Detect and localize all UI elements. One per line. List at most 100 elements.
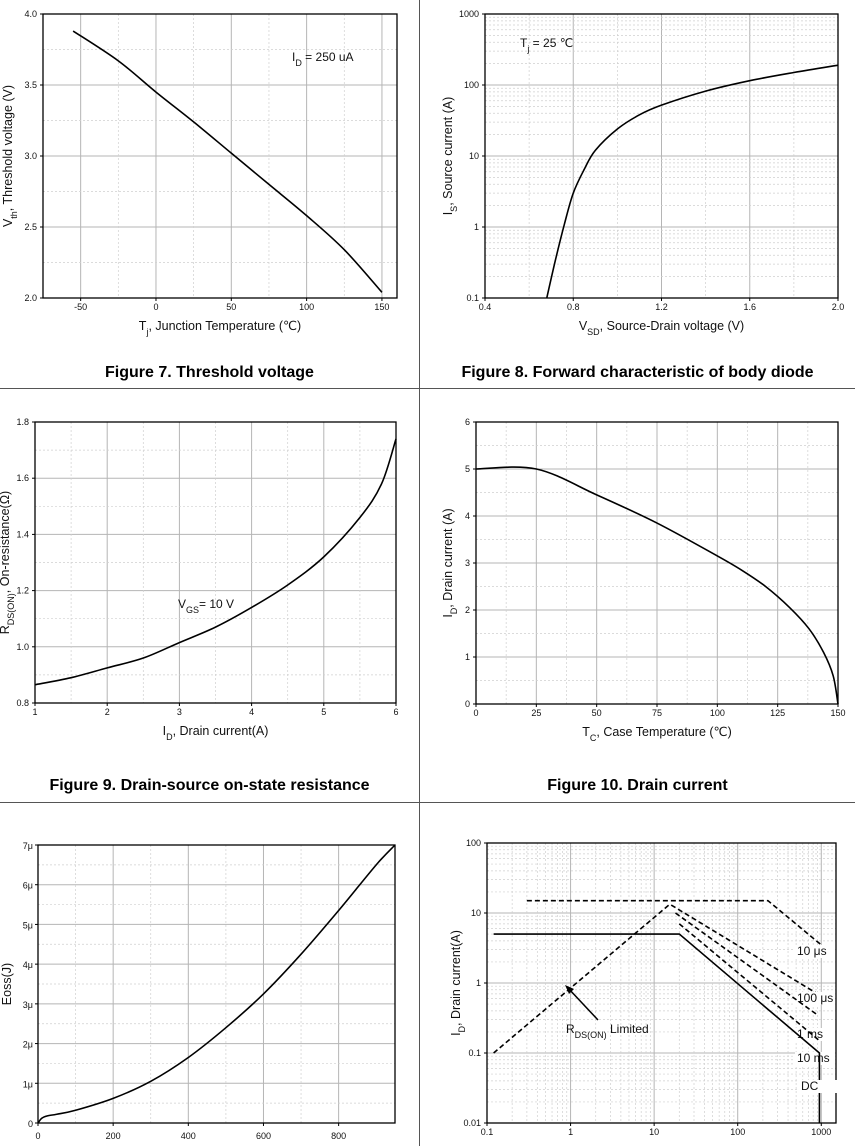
x-tick-label: 800 — [331, 1131, 346, 1141]
fig9-grid — [34, 421, 397, 704]
fig12-series-dc — [493, 933, 821, 1123]
y-tick-label: 4μ — [23, 960, 33, 970]
x-tick-label: 100 — [710, 708, 725, 718]
x-tick-label: 10 — [649, 1127, 659, 1137]
x-tick-label: 1000 — [811, 1127, 831, 1137]
y-tick-label: 3.5 — [24, 80, 37, 90]
series-label-bg — [799, 1080, 839, 1093]
x-tick-label: 4 — [249, 707, 254, 717]
x-tick-label: 75 — [652, 708, 662, 718]
rdson-arrow-head — [565, 985, 574, 994]
x-tick-label: 25 — [531, 708, 541, 718]
fig7-x-axis-label: Tj, Junction Temperature (℃) — [139, 319, 301, 337]
figure-9-caption: Figure 9. Drain-source on-state resistan… — [49, 777, 370, 794]
fig12-series-10-ms — [678, 923, 820, 1042]
fig12-series-1-ms — [675, 912, 818, 1016]
fig11-plot-frame — [37, 844, 396, 1124]
fig10-y-axis-label: ID, Drain current (A) — [441, 508, 459, 617]
x-tick-label: 2 — [105, 707, 110, 717]
y-tick-label: 100 — [464, 80, 479, 90]
fig7-y-axis-label: Vth, Threshold voltage (V) — [1, 85, 19, 227]
series-label-bg — [795, 992, 835, 1005]
x-tick-label: 0.1 — [481, 1127, 494, 1137]
fig8-y-axis-label: IS, Source current (A) — [441, 97, 459, 216]
x-tick-label: 100 — [730, 1127, 745, 1137]
fig8-series-is — [545, 64, 839, 299]
y-tick-label: 3μ — [23, 1000, 33, 1010]
series-label-bg — [795, 1028, 835, 1041]
row-divider-2 — [0, 802, 855, 803]
x-tick-label: 0.8 — [567, 302, 580, 312]
y-tick-label: 1.0 — [16, 642, 29, 652]
y-tick-label: 1000 — [459, 9, 479, 19]
y-tick-label: 0.8 — [16, 698, 29, 708]
y-tick-label: 4 — [465, 511, 470, 521]
row-divider-1 — [0, 388, 855, 389]
x-tick-label: 150 — [374, 302, 389, 312]
y-tick-label: 0 — [28, 1119, 33, 1129]
fig7-annotation: ID = 250 uA — [292, 50, 354, 68]
y-tick-label: 1.4 — [16, 529, 29, 539]
series-label: 10 μs — [797, 944, 827, 958]
x-tick-label: 400 — [181, 1131, 196, 1141]
x-tick-label: 3 — [177, 707, 182, 717]
fig12-series-rds-on-limited — [493, 904, 670, 1054]
fig11-y-axis-label: Eoss(J) — [0, 963, 14, 1005]
fig11-chart: 0 200 400 600 800 0 1μ 2μ 3μ 4μ 5μ 6μ 7μ Eoss(J) — [0, 841, 396, 1141]
fig9-annotation: VGS= 10 V — [178, 597, 234, 615]
x-tick-label: -50 — [74, 302, 87, 312]
series-label: 100 μs — [797, 991, 833, 1005]
fig9-chart: 1 2 3 4 5 6 0.8 1.0 1.2 1.4 1.6 1.8 ID, Drain curren… — [0, 417, 399, 742]
fig9-plot-frame — [34, 421, 397, 704]
y-tick-label: 0 — [465, 699, 470, 709]
x-tick-label: 5 — [321, 707, 326, 717]
x-tick-label: 1 — [568, 1127, 573, 1137]
fig8-annotation: Tj = 25 ℃ — [520, 36, 573, 54]
y-tick-label: 5 — [465, 464, 470, 474]
series-label: 1 ms — [797, 1027, 823, 1041]
y-tick-label: 1.6 — [16, 473, 29, 483]
x-tick-label: 1 — [32, 707, 37, 717]
series-label-bg — [795, 945, 835, 958]
x-tick-label: 125 — [770, 708, 785, 718]
fig9-series-rds-on- — [34, 438, 397, 686]
x-tick-label: 600 — [256, 1131, 271, 1141]
series-label: 10 ms — [797, 1051, 830, 1065]
y-tick-label: 6μ — [23, 881, 33, 891]
fig11-grid — [37, 844, 395, 1124]
y-tick-label: 3 — [465, 558, 470, 568]
x-tick-label: 6 — [393, 707, 398, 717]
y-tick-label: 0.1 — [468, 1048, 481, 1058]
y-tick-label: 0.1 — [466, 293, 479, 303]
fig9-y-axis-label: RDS(ON), On-resistance(Ω) — [0, 491, 16, 634]
fig8-chart: 0.4 0.8 1.2 1.6 2.0 0.1 1 10 100 1000 VSD, Source-… — [441, 9, 844, 337]
y-tick-label: 1 — [465, 652, 470, 662]
fig12-annotation: RDS(ON) Limited — [566, 1022, 649, 1040]
fig8-x-axis-label: VSD, Source-Drain voltage (V) — [579, 319, 744, 337]
x-tick-label: 0 — [35, 1131, 40, 1141]
vertical-divider — [419, 0, 420, 1146]
figure-10-caption: Figure 10. Drain current — [547, 777, 728, 794]
y-tick-label: 2μ — [23, 1040, 33, 1050]
fig8-grid — [484, 13, 839, 299]
fig10-grid — [475, 421, 839, 705]
y-tick-label: 2 — [465, 605, 470, 615]
x-tick-label: 100 — [299, 302, 314, 312]
y-tick-label: 7μ — [23, 841, 33, 851]
fig11-series-eoss — [37, 844, 396, 1124]
fig10-chart: 0 25 50 75 100 125 150 0 1 2 3 4 5 6 TC, Case Temperat… — [441, 417, 846, 743]
y-tick-label: 4.0 — [24, 9, 37, 19]
x-tick-label: 2.0 — [832, 302, 845, 312]
y-tick-label: 1 — [476, 978, 481, 988]
x-tick-label: 150 — [830, 708, 845, 718]
y-tick-label: 10 — [469, 151, 479, 161]
figure-7-caption: Figure 7. Threshold voltage — [105, 364, 314, 381]
y-tick-label: 5μ — [23, 920, 33, 930]
rdson-arrow — [567, 987, 599, 1021]
fig12-series-100-s — [670, 904, 818, 995]
fig9-x-axis-label: ID, Drain current(A) — [163, 724, 269, 742]
y-tick-label: 2.5 — [24, 222, 37, 232]
x-tick-label: 0 — [473, 708, 478, 718]
